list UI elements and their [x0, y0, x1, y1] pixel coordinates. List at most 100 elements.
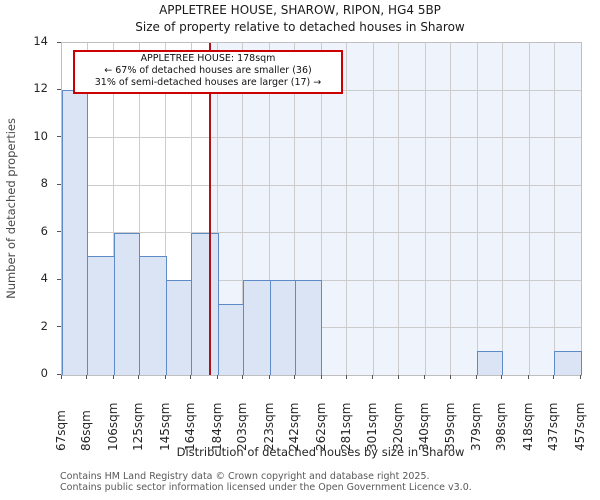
y-tick-mark [57, 326, 61, 328]
plot-area [61, 42, 582, 376]
x-tick-mark [112, 375, 114, 379]
property-size-marker-line [208, 43, 211, 375]
x-tick-mark [528, 375, 530, 379]
horizontal-gridline [62, 279, 581, 281]
histogram-bar [165, 280, 193, 375]
y-tick-mark [57, 41, 61, 43]
annotation-line-1: APPLETREE HOUSE: 178sqm [140, 53, 276, 64]
vertical-gridline [217, 43, 219, 375]
x-tick-label: 379sqm [469, 402, 484, 451]
histogram-bar [294, 280, 323, 375]
y-tick-mark [57, 88, 61, 90]
x-tick-label: 262sqm [313, 402, 328, 451]
x-tick-mark [86, 375, 88, 379]
vertical-gridline [113, 43, 115, 375]
x-tick-mark [449, 375, 451, 379]
x-tick-mark [553, 375, 555, 379]
x-tick-mark [268, 375, 270, 379]
histogram-bar [217, 303, 244, 375]
annotation-line-2: ← 67% of detached houses are smaller (36… [104, 65, 312, 77]
vertical-gridline [294, 43, 296, 375]
x-tick-label: 437sqm [546, 402, 561, 451]
x-tick-label: 301sqm [365, 402, 380, 451]
x-tick-mark [397, 375, 399, 379]
annotation-box: APPLETREE HOUSE: 178sqm ← 67% of detache… [73, 50, 343, 94]
x-tick-label: 145sqm [157, 402, 172, 451]
x-tick-label: 242sqm [286, 402, 301, 451]
x-tick-mark [501, 375, 503, 379]
footer-line-1: Contains HM Land Registry data © Crown c… [60, 471, 430, 482]
vertical-gridline [138, 43, 140, 375]
vertical-gridline [321, 43, 322, 375]
vertical-gridline [398, 43, 400, 375]
horizontal-gridline [62, 232, 581, 234]
y-tick-label: 14 [33, 34, 48, 48]
y-tick-label: 10 [33, 128, 48, 143]
x-tick-mark [345, 375, 347, 379]
horizontal-gridline [62, 184, 581, 186]
x-tick-mark [424, 375, 426, 379]
vertical-gridline [501, 43, 503, 375]
x-tick-mark [320, 375, 322, 379]
x-tick-label: 67sqm [54, 410, 68, 451]
vertical-gridline [269, 43, 271, 375]
x-tick-label: 106sqm [105, 402, 120, 451]
x-tick-label: 418sqm [521, 402, 536, 451]
x-tick-mark [241, 375, 243, 379]
y-tick-mark [57, 373, 61, 375]
y-tick-label: 12 [33, 81, 48, 96]
y-tick-mark [57, 278, 61, 280]
x-tick-mark [190, 375, 192, 379]
y-tick-mark [57, 183, 61, 185]
histogram-bar [113, 232, 141, 375]
x-tick-mark [476, 375, 478, 379]
x-tick-label: 320sqm [390, 402, 405, 451]
histogram-bar [242, 280, 271, 375]
x-tick-mark [138, 375, 140, 379]
chart-title: APPLETREE HOUSE, SHAROW, RIPON, HG4 5BP [159, 3, 441, 17]
vertical-gridline [346, 43, 348, 375]
x-tick-label: 125sqm [131, 402, 146, 451]
histogram-bar [269, 280, 296, 375]
x-tick-mark [372, 375, 374, 379]
histogram-bar [191, 232, 219, 375]
x-tick-label: 203sqm [234, 402, 249, 451]
vertical-gridline [528, 43, 530, 375]
vertical-gridline [450, 43, 452, 375]
histogram-bar [554, 351, 582, 375]
x-tick-mark [164, 375, 166, 379]
vertical-gridline [424, 43, 426, 375]
horizontal-gridline [62, 137, 581, 139]
x-tick-label: 359sqm [442, 402, 457, 451]
histogram-bar [87, 256, 115, 375]
histogram-bar [139, 256, 167, 375]
x-tick-label: 457sqm [573, 402, 587, 451]
x-tick-label: 340sqm [417, 402, 432, 451]
x-tick-label: 281sqm [338, 402, 353, 451]
x-tick-label: 86sqm [79, 410, 94, 451]
x-tick-label: 223sqm [261, 402, 276, 451]
x-tick-label: 164sqm [183, 402, 198, 451]
histogram-bar [62, 90, 89, 375]
y-tick-label: 0 [40, 366, 48, 380]
footer-line-2: Contains public sector information licen… [60, 482, 472, 493]
y-tick-mark [57, 136, 61, 138]
vertical-gridline [372, 43, 374, 375]
vertical-gridline [476, 43, 478, 375]
x-axis-title: Distribution of detached houses by size … [176, 445, 465, 459]
x-tick-mark [293, 375, 295, 379]
annotation-line-3: 31% of semi-detached houses are larger (… [94, 77, 322, 89]
x-tick-label: 398sqm [494, 402, 509, 451]
x-tick-mark [580, 375, 581, 379]
vertical-gridline [165, 43, 167, 375]
chart-subtitle: Size of property relative to detached ho… [135, 20, 465, 34]
vertical-gridline [190, 43, 192, 375]
y-tick-mark [57, 231, 61, 233]
x-tick-mark [216, 375, 218, 379]
vertical-gridline [242, 43, 244, 375]
y-tick-label: 6 [40, 223, 48, 238]
x-tick-label: 184sqm [209, 402, 224, 451]
histogram-bar [477, 351, 504, 375]
y-tick-label: 8 [40, 176, 48, 191]
